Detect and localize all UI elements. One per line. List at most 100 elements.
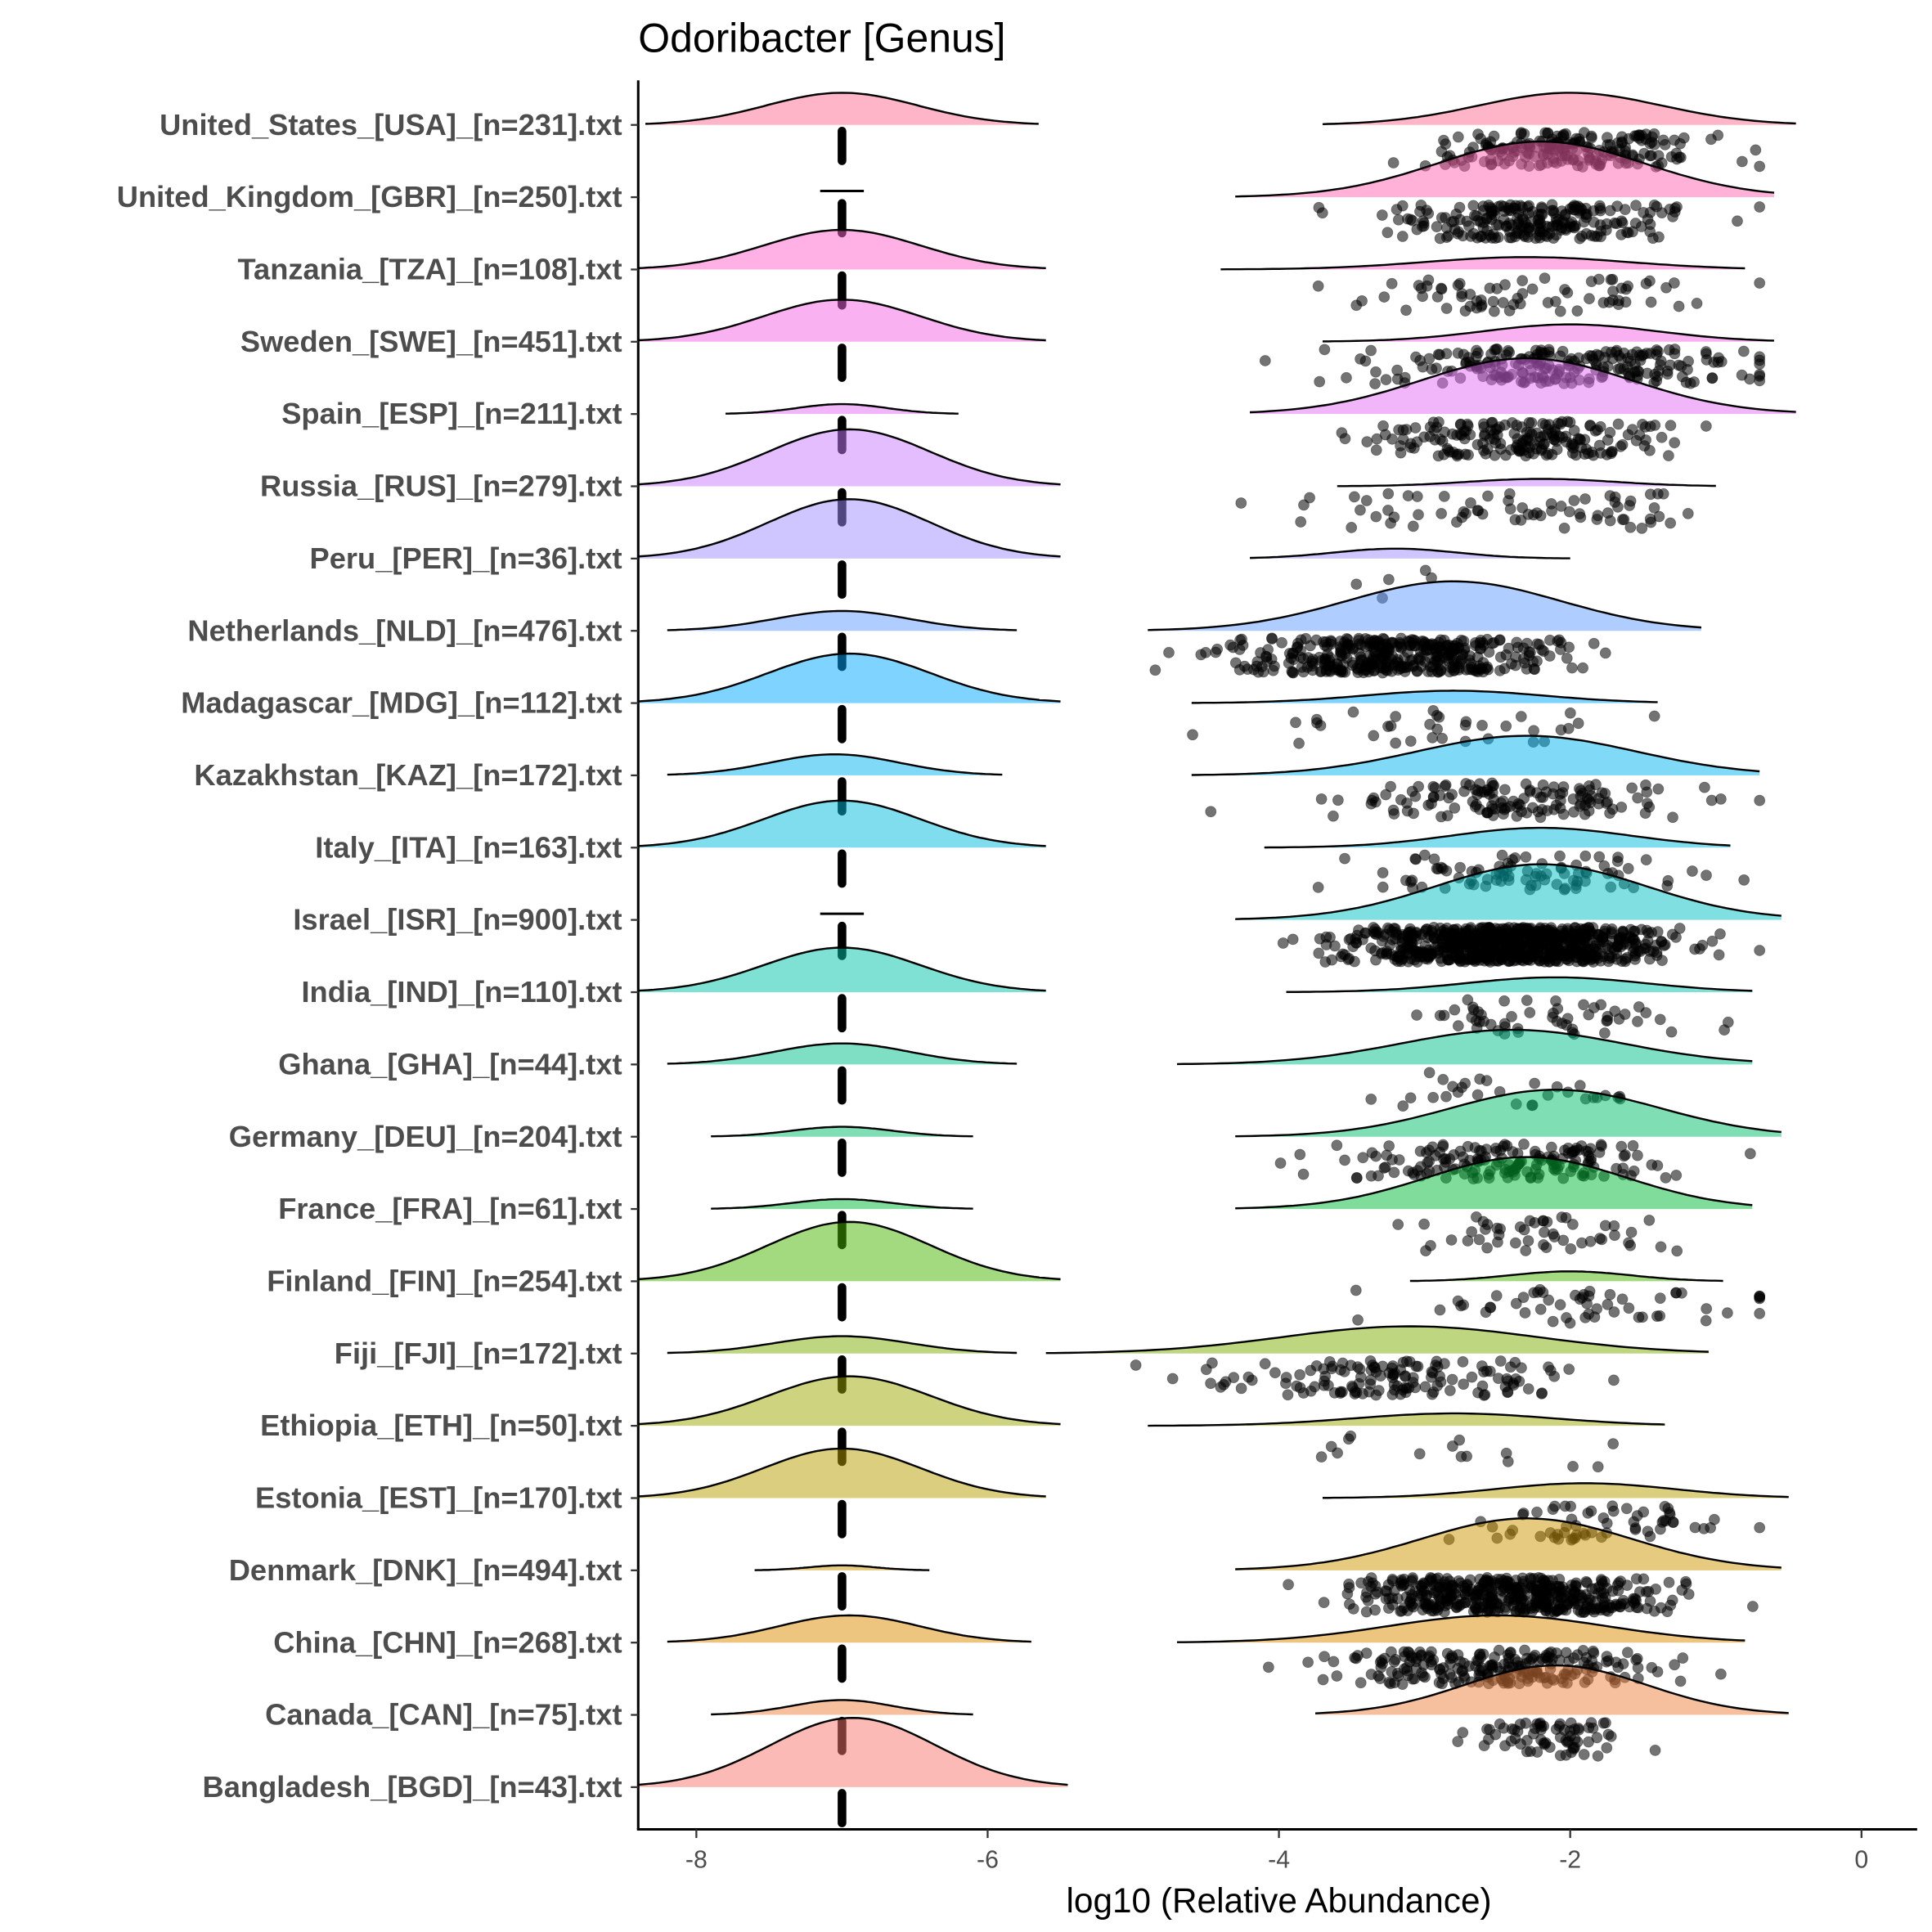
data-point bbox=[1537, 1287, 1549, 1298]
data-point bbox=[1543, 650, 1556, 662]
data-point bbox=[1312, 280, 1324, 292]
data-point bbox=[1377, 881, 1389, 893]
data-point bbox=[1302, 1656, 1314, 1669]
data-point bbox=[1325, 636, 1337, 648]
country-row bbox=[638, 299, 1774, 389]
data-point bbox=[1601, 1741, 1613, 1754]
data-point bbox=[1683, 355, 1694, 367]
left-density-fill bbox=[638, 230, 1046, 270]
data-point bbox=[1374, 1673, 1386, 1685]
data-point bbox=[1504, 226, 1516, 237]
data-point bbox=[1640, 133, 1652, 145]
data-point bbox=[1534, 1717, 1546, 1729]
data-point bbox=[1419, 564, 1431, 577]
data-point bbox=[1597, 1717, 1610, 1729]
country-row bbox=[667, 580, 1702, 679]
data-point bbox=[1618, 347, 1630, 359]
data-point bbox=[1680, 376, 1692, 389]
data-point bbox=[1559, 284, 1570, 295]
data-point bbox=[1295, 516, 1307, 528]
data-point bbox=[1604, 807, 1615, 819]
data-point bbox=[1318, 1379, 1330, 1391]
right-density-fill bbox=[1249, 358, 1796, 415]
data-point bbox=[1572, 717, 1584, 730]
data-point bbox=[1705, 133, 1717, 146]
right-density-outline bbox=[1235, 863, 1781, 920]
data-point bbox=[1471, 1211, 1482, 1223]
data-point bbox=[1205, 1377, 1216, 1390]
left-density-fill bbox=[638, 1718, 1068, 1787]
y-tick-label: Canada_[CAN]_[n=75].txt bbox=[265, 1698, 622, 1732]
data-point bbox=[1543, 1361, 1554, 1373]
data-point bbox=[1149, 664, 1161, 676]
data-point bbox=[1282, 1389, 1294, 1401]
data-point bbox=[1555, 501, 1567, 512]
data-point bbox=[1498, 784, 1511, 796]
data-point bbox=[1663, 450, 1674, 461]
data-point bbox=[1437, 1073, 1449, 1085]
data-point bbox=[1561, 1737, 1574, 1748]
data-point bbox=[1623, 1237, 1634, 1249]
data-point bbox=[1502, 1375, 1514, 1387]
left-density-outline bbox=[638, 228, 1046, 270]
data-point bbox=[1456, 290, 1467, 303]
right-density-fill bbox=[1176, 1615, 1746, 1643]
data-point bbox=[1657, 1515, 1669, 1526]
data-point bbox=[1557, 1234, 1570, 1247]
data-point bbox=[1484, 789, 1495, 800]
data-point bbox=[1594, 1233, 1606, 1244]
data-point bbox=[1383, 1593, 1395, 1605]
data-point bbox=[1428, 932, 1440, 944]
data-point bbox=[1431, 723, 1444, 735]
data-point bbox=[1453, 1434, 1466, 1446]
data-point bbox=[1646, 1661, 1658, 1674]
data-point bbox=[1655, 1241, 1667, 1253]
data-point bbox=[1453, 201, 1466, 213]
data-point bbox=[1609, 1229, 1620, 1242]
data-point bbox=[1512, 641, 1524, 654]
data-point bbox=[1706, 372, 1719, 384]
data-point bbox=[1391, 204, 1403, 216]
data-point bbox=[1360, 1606, 1373, 1618]
data-point bbox=[1543, 344, 1555, 356]
data-point bbox=[1528, 725, 1539, 737]
data-point bbox=[1528, 438, 1540, 450]
data-point bbox=[1608, 1374, 1620, 1386]
data-point bbox=[1616, 1293, 1629, 1305]
data-point bbox=[1563, 505, 1575, 518]
data-point bbox=[1415, 282, 1427, 294]
y-tick-label: Russia_[RUS]_[n=279].txt bbox=[260, 470, 622, 503]
data-point bbox=[1440, 1153, 1452, 1165]
data-point bbox=[1514, 298, 1526, 310]
data-point bbox=[1438, 490, 1450, 502]
data-point bbox=[1130, 1359, 1142, 1371]
data-point bbox=[1496, 849, 1508, 861]
data-point bbox=[1443, 792, 1455, 804]
data-point bbox=[1628, 1516, 1640, 1528]
data-point bbox=[1659, 139, 1671, 151]
data-point bbox=[1584, 925, 1597, 937]
data-point bbox=[1611, 200, 1624, 212]
left-density-fill bbox=[667, 754, 1003, 775]
data-point bbox=[1747, 1601, 1759, 1612]
left-density-fill bbox=[638, 947, 1046, 992]
data-point bbox=[1435, 665, 1447, 677]
data-point bbox=[1423, 1144, 1436, 1157]
data-point bbox=[1439, 780, 1451, 793]
data-point bbox=[1407, 1377, 1419, 1389]
data-point bbox=[1339, 1154, 1350, 1166]
data-point bbox=[1498, 995, 1510, 1007]
data-point bbox=[1407, 1673, 1418, 1685]
data-point bbox=[1640, 1586, 1652, 1597]
data-point bbox=[1438, 448, 1450, 461]
data-point bbox=[1283, 1579, 1294, 1591]
data-point bbox=[1440, 231, 1453, 244]
data-point bbox=[1588, 1002, 1600, 1013]
data-point bbox=[1318, 1597, 1330, 1609]
data-point bbox=[1365, 1093, 1377, 1105]
data-point bbox=[1526, 802, 1539, 814]
data-point bbox=[1409, 422, 1422, 434]
data-point bbox=[1494, 1144, 1507, 1157]
data-point bbox=[1377, 867, 1389, 878]
data-point bbox=[1673, 300, 1685, 312]
